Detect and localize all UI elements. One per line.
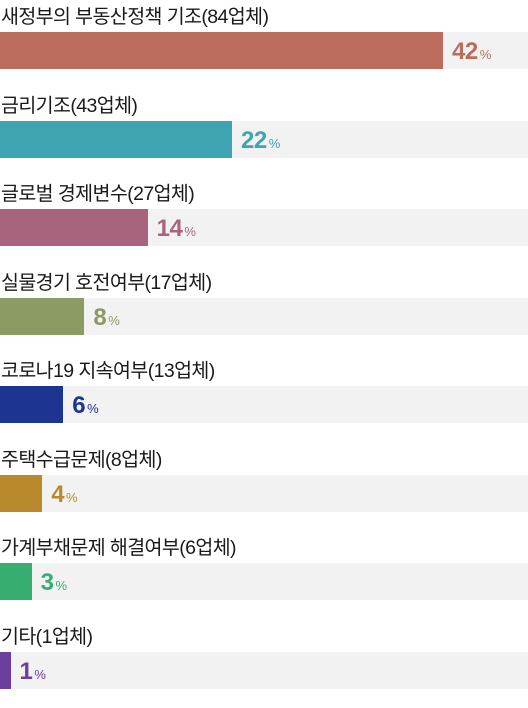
value-label: 1% bbox=[20, 652, 46, 689]
chart-row: 코로나19 지속여부(13업체) 6% bbox=[0, 354, 528, 442]
value-label: 42% bbox=[452, 32, 491, 69]
value-unit: % bbox=[55, 578, 68, 593]
bar-track: 42% bbox=[0, 32, 528, 69]
chart-row: 가계부채문제 해결여부(6업체) 3% bbox=[0, 531, 528, 619]
bar bbox=[0, 651, 11, 689]
value-label: 22% bbox=[241, 121, 280, 158]
bar-track: 6% bbox=[0, 386, 528, 423]
category-label: 실물경기 호전여부(17업체) bbox=[1, 271, 212, 294]
category-label: 기타(1업체) bbox=[1, 625, 93, 648]
value-number: 22 bbox=[241, 126, 267, 154]
bar-track: 14% bbox=[0, 209, 528, 246]
chart-row: 기타(1업체) 1% bbox=[0, 620, 528, 708]
value-unit: % bbox=[66, 489, 78, 505]
value-unit: % bbox=[268, 135, 281, 151]
chart-row: 금리기조(43업체) 22% bbox=[0, 89, 528, 177]
horizontal-bar-chart: 새정부의 부동산정책 기조(84업체) 42% 금리기조(43업체) 22% 글로벌 경… bbox=[0, 0, 528, 689]
bar-track: 3% bbox=[0, 563, 528, 600]
value-unit: % bbox=[87, 401, 99, 416]
chart-row: 실물경기 호전여부(17업체) 8% bbox=[0, 266, 528, 354]
chart-row: 새정부의 부동산정책 기조(84업체) 42% bbox=[0, 0, 528, 88]
bar bbox=[0, 297, 85, 335]
category-label: 새정부의 부동산정책 기조(84업체) bbox=[1, 6, 269, 28]
value-label: 4% bbox=[51, 475, 77, 512]
category-label: 글로벌 경제변수(27업체) bbox=[1, 183, 195, 205]
bar-track: 8% bbox=[0, 297, 528, 335]
bar bbox=[0, 209, 148, 246]
bar-track: 1% bbox=[0, 651, 528, 689]
bar bbox=[0, 386, 64, 423]
bar-track: 22% bbox=[0, 120, 528, 158]
category-label: 금리기조(43업체) bbox=[1, 94, 138, 117]
value-number: 6 bbox=[72, 392, 86, 419]
value-number: 42 bbox=[452, 38, 478, 65]
value-label: 14% bbox=[157, 209, 196, 246]
category-label: 코로나19 지속여부(13업체) bbox=[1, 360, 215, 382]
bar bbox=[0, 563, 32, 600]
bar bbox=[0, 474, 43, 512]
value-label: 6% bbox=[72, 386, 98, 423]
chart-row: 글로벌 경제변수(27업체) 14% bbox=[0, 177, 528, 265]
category-label: 가계부채문제 해결여부(6업체) bbox=[1, 537, 237, 559]
chart-row: 주택수급문제(8업체) 4% bbox=[0, 443, 528, 531]
value-number: 3 bbox=[40, 569, 54, 596]
value-unit: % bbox=[184, 224, 196, 239]
value-label: 3% bbox=[41, 563, 67, 600]
category-label: 주택수급문제(8업체) bbox=[1, 448, 162, 471]
value-unit: % bbox=[34, 666, 46, 682]
value-number: 8 bbox=[93, 303, 107, 331]
bar bbox=[0, 32, 443, 69]
value-label: 8% bbox=[93, 298, 119, 335]
value-number: 4 bbox=[51, 480, 65, 508]
value-number: 14 bbox=[156, 215, 183, 242]
value-number: 1 bbox=[19, 657, 33, 685]
bar bbox=[0, 120, 233, 158]
bar-track: 4% bbox=[0, 474, 528, 512]
value-unit: % bbox=[108, 312, 120, 328]
value-unit: % bbox=[479, 47, 492, 62]
